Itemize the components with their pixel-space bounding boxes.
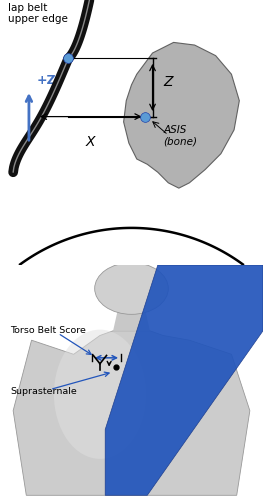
Text: Z: Z [163,75,173,89]
Polygon shape [13,331,250,496]
Text: lap belt
upper edge: lap belt upper edge [8,2,68,24]
Polygon shape [124,42,239,188]
Text: Torso Belt Score: Torso Belt Score [11,326,86,336]
Text: +Z: +Z [37,74,57,88]
Text: X: X [86,135,95,149]
Text: ASIS
(bone): ASIS (bone) [163,124,197,146]
Text: Suprasternale: Suprasternale [11,388,77,396]
Polygon shape [105,265,263,496]
Ellipse shape [95,262,168,314]
Polygon shape [113,308,150,331]
Ellipse shape [54,330,146,459]
